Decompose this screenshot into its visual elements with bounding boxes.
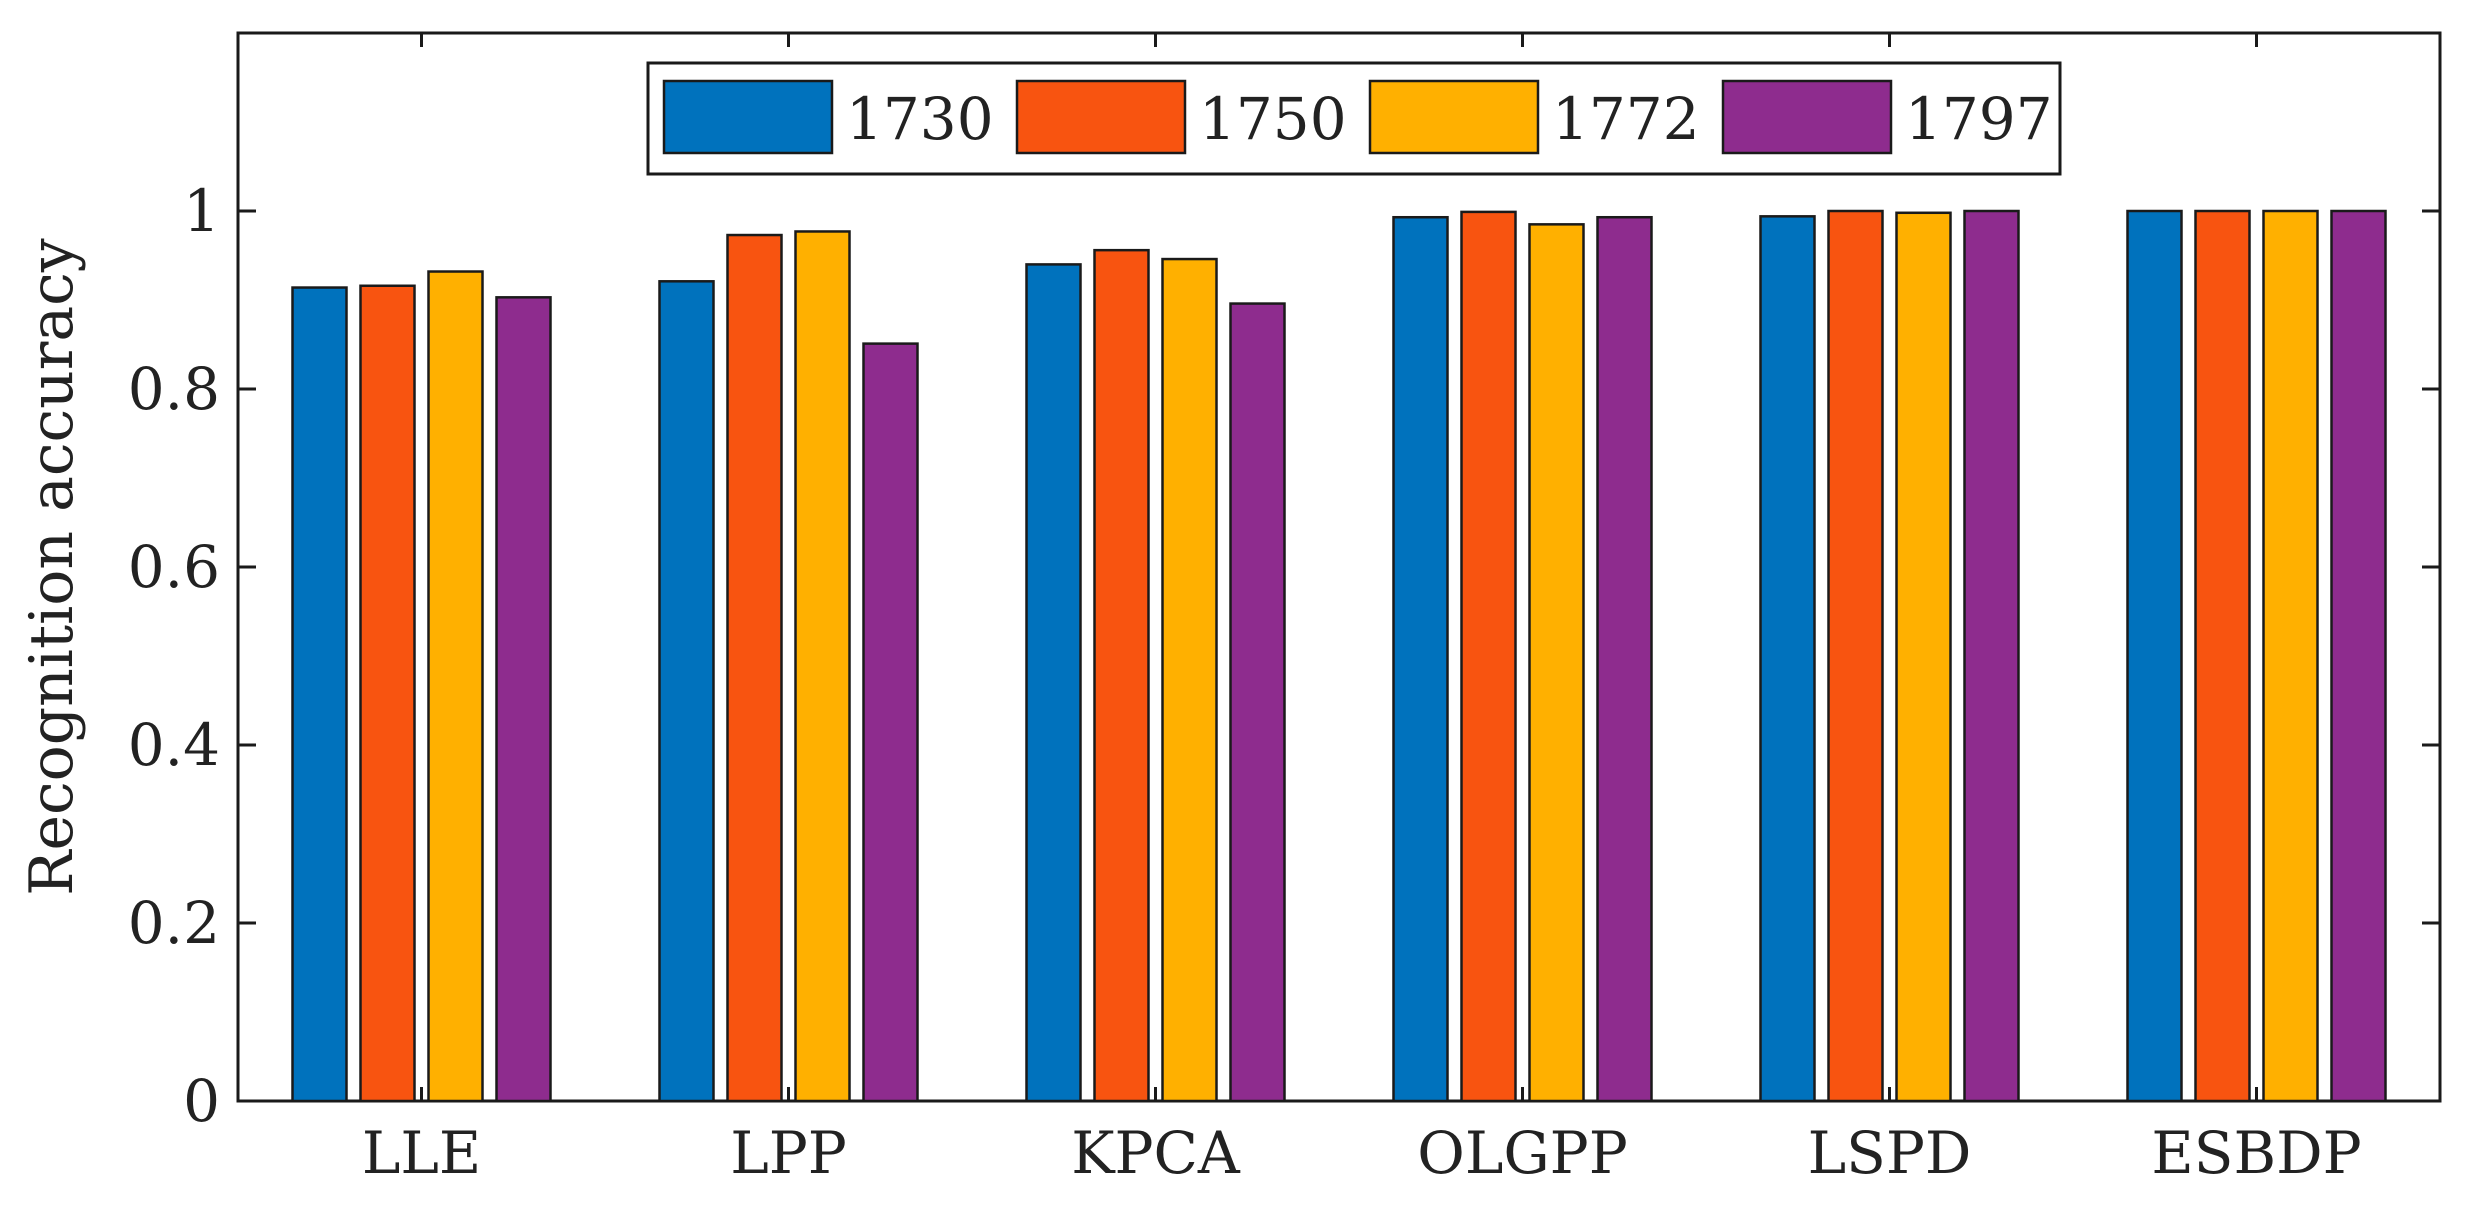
bar-olgpp-1750 — [1460, 210, 1517, 1103]
bar-kpca-1797 — [1229, 302, 1286, 1103]
bar-lpp-1750 — [726, 233, 783, 1103]
y-axis-label: Recognition accuracy — [17, 238, 87, 895]
y-tick-label: 0 — [183, 1067, 220, 1135]
y-tick-label: 0.6 — [128, 533, 220, 601]
y-tick-label: 0.2 — [128, 889, 220, 957]
y-tick-label: 1 — [183, 177, 220, 245]
bar-lle-1797 — [495, 296, 552, 1103]
legend-label-1772: 1772 — [1552, 85, 1700, 153]
x-tick-label-lspd: LSPD — [1808, 1119, 1972, 1187]
legend-label-1730: 1730 — [846, 85, 994, 153]
x-tick-label-kpca: KPCA — [1071, 1119, 1241, 1187]
bar-lpp-1772 — [794, 230, 851, 1103]
bar-lpp-1797 — [862, 342, 919, 1103]
bar-lspd-1730 — [1759, 215, 1816, 1103]
bar-lspd-1772 — [1895, 211, 1952, 1103]
x-tick-label-esbdp: ESBDP — [2151, 1119, 2361, 1187]
legend: 1730 1750 1772 1797 — [646, 61, 2062, 176]
legend-swatch-1750 — [1015, 79, 1187, 155]
bar-kpca-1772 — [1161, 257, 1218, 1103]
bars-layer — [291, 209, 2387, 1103]
legend-label-1797: 1797 — [1905, 85, 2053, 153]
bar-olgpp-1730 — [1392, 215, 1449, 1103]
bar-esbdp-1730 — [2126, 209, 2183, 1103]
y-tick-label: 0.8 — [128, 355, 220, 423]
bar-esbdp-1772 — [2262, 209, 2319, 1103]
bar-lle-1750 — [359, 284, 416, 1103]
legend-swatch-1730 — [662, 79, 834, 155]
x-tick-label-lpp: LPP — [730, 1119, 847, 1187]
axes-layer: LLE LPP KPCA OLGPP LSPD ESBDP 0 0.2 0.4 0.6 0.8 1 — [128, 33, 2440, 1187]
bar-lspd-1797 — [1963, 209, 2020, 1103]
legend-label-1750: 1750 — [1199, 85, 1347, 153]
bar-olgpp-1797 — [1596, 215, 1653, 1103]
bar-lpp-1730 — [658, 280, 715, 1103]
bar-olgpp-1772 — [1528, 223, 1585, 1103]
bar-lle-1772 — [427, 270, 484, 1103]
x-tick-label-lle: LLE — [362, 1119, 481, 1187]
y-tick-label: 0.4 — [128, 711, 220, 779]
bar-esbdp-1797 — [2330, 209, 2387, 1103]
bar-lle-1730 — [291, 286, 348, 1103]
legend-swatch-1772 — [1368, 79, 1540, 155]
bar-lspd-1750 — [1827, 209, 1884, 1103]
x-tick-label-olgpp: OLGPP — [1417, 1119, 1627, 1187]
legend-swatch-1797 — [1721, 79, 1893, 155]
bar-kpca-1750 — [1093, 248, 1150, 1103]
bar-kpca-1730 — [1025, 263, 1082, 1103]
bar-esbdp-1750 — [2194, 209, 2251, 1103]
